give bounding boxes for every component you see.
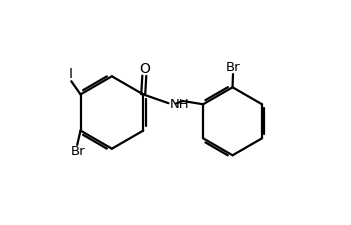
Text: Br: Br — [226, 61, 241, 74]
Text: NH: NH — [170, 98, 190, 110]
Text: Br: Br — [71, 145, 86, 158]
Text: I: I — [68, 67, 72, 81]
Text: O: O — [139, 62, 150, 76]
